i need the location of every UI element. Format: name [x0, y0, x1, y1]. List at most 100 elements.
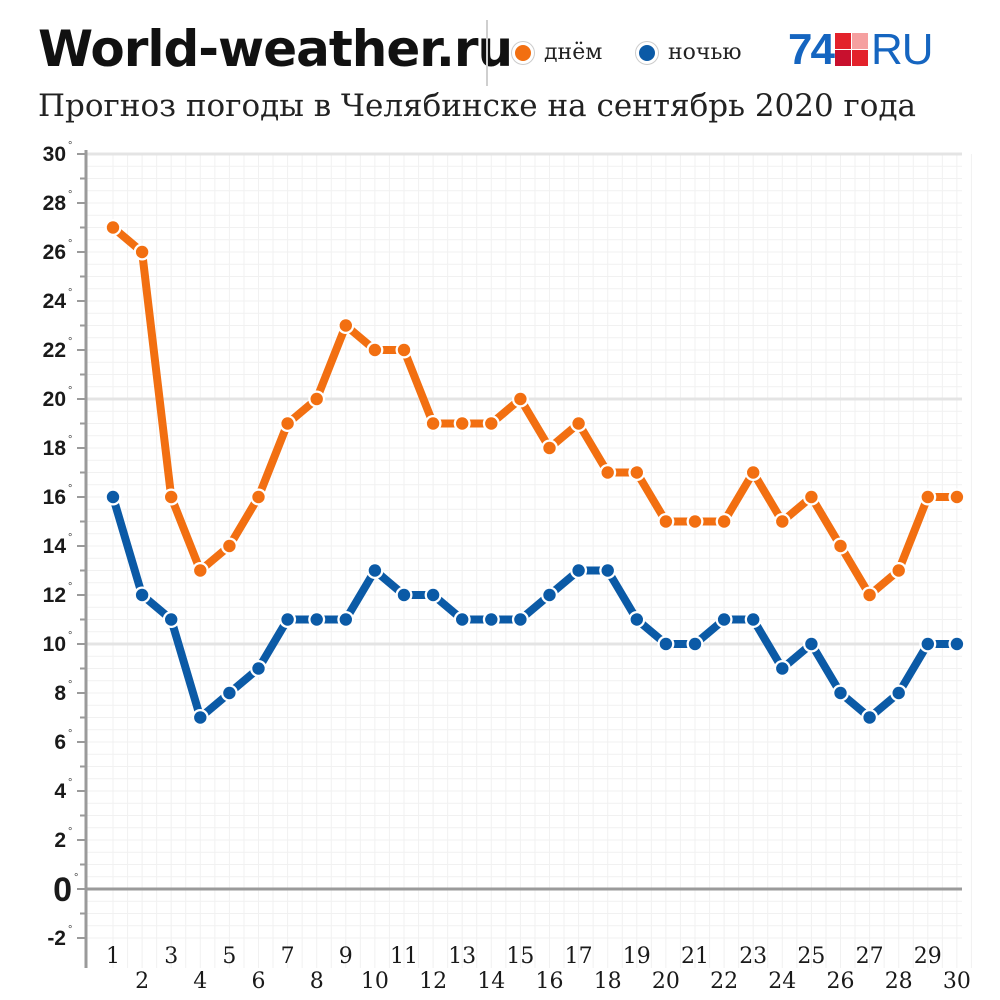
data-point-night [543, 588, 556, 602]
y-tick-label: 8 [54, 682, 66, 705]
data-point-night [601, 564, 614, 577]
data-point-night [397, 588, 411, 602]
y-tick-unit: ° [68, 238, 72, 250]
x-tick-label: 1 [106, 944, 120, 969]
series-points [104, 219, 966, 726]
data-point-night [106, 490, 120, 504]
data-point-night [281, 613, 294, 626]
x-tick-labels: 1234567891011121314151617181920212223242… [106, 944, 971, 994]
y-tick-label: 10 [43, 633, 66, 656]
y-tick-label: 2 [54, 829, 66, 852]
data-point-night [630, 613, 643, 626]
data-point-night [805, 637, 818, 651]
data-point-day [456, 417, 469, 430]
data-point-day [310, 392, 323, 406]
data-point-day [368, 343, 382, 357]
x-tick-label: 27 [856, 944, 884, 969]
data-point-night [456, 613, 469, 626]
data-point-night [165, 613, 178, 626]
x-tick-label: 9 [339, 944, 353, 969]
x-tick-label: 20 [652, 969, 680, 994]
x-tick-label: 17 [565, 944, 593, 969]
y-tick-unit: ° [68, 483, 72, 495]
header-divider [486, 20, 488, 86]
data-point-night [572, 564, 585, 577]
data-point-night [426, 588, 440, 602]
logo-suffix: RU [870, 25, 934, 74]
y-tick-unit: ° [68, 630, 72, 642]
data-point-night [223, 686, 236, 700]
data-point-day [892, 564, 905, 577]
data-point-day [601, 466, 614, 479]
data-point-night [747, 613, 760, 626]
axes [77, 150, 962, 968]
data-point-night [892, 686, 905, 700]
data-point-night [834, 686, 847, 700]
chart-subtitle: Прогноз погоды в Челябинске на сентябрь … [38, 88, 917, 124]
data-point-day [950, 490, 964, 504]
y-tick-label: 26 [43, 241, 66, 264]
data-point-night [485, 613, 498, 626]
data-point-night [135, 588, 149, 602]
site-title: World-weather.ru [38, 20, 513, 78]
x-tick-label: 30 [943, 969, 971, 994]
data-point-day [281, 417, 294, 430]
y-tick-unit: ° [68, 532, 72, 544]
y-tick-unit: ° [68, 826, 72, 838]
y-tick-label: 4 [54, 780, 66, 803]
data-point-night [717, 613, 731, 626]
y-tick-unit: ° [68, 336, 72, 348]
grid-minor [86, 153, 972, 968]
y-tick-label: 16 [43, 486, 66, 509]
y-tick-label: 6 [54, 731, 66, 754]
y-tick-labels: 30 °28 °26 °24 °22 °20 °18 °16 °14 °12 °10 °8 °6 °4 °2… [43, 140, 79, 950]
data-point-night [776, 662, 789, 675]
data-point-night [688, 637, 702, 651]
data-point-day [223, 539, 236, 553]
y-tick-label: 20 [43, 388, 66, 411]
data-point-day [194, 564, 207, 577]
data-point-night [339, 613, 352, 626]
x-tick-label: 11 [390, 944, 418, 969]
data-point-day [805, 490, 818, 504]
legend-day-label: днём [544, 40, 603, 65]
y-tick-unit: ° [68, 189, 72, 201]
legend-night-label: ночью [668, 40, 742, 65]
y-tick-unit: ° [74, 872, 78, 884]
y-tick-label: 0 [53, 871, 72, 909]
data-point-day [106, 221, 120, 234]
x-tick-label: 15 [506, 944, 534, 969]
x-tick-label: 24 [768, 969, 796, 994]
x-tick-label: 4 [193, 969, 207, 994]
data-point-day [543, 441, 556, 455]
data-point-night [921, 637, 934, 651]
data-point-day [717, 515, 731, 528]
y-tick-unit: ° [68, 581, 72, 593]
data-point-day [688, 515, 702, 528]
x-tick-label: 5 [222, 944, 236, 969]
data-point-night [659, 637, 673, 651]
data-point-day [572, 417, 585, 430]
x-tick-label: 14 [477, 969, 505, 994]
legend-night: ночью [636, 40, 742, 65]
x-tick-label: 26 [827, 969, 855, 994]
x-tick-label: 3 [164, 944, 178, 969]
y-tick-unit: ° [68, 140, 72, 152]
series-line-day [109, 223, 961, 599]
x-tick-label: 12 [419, 969, 447, 994]
y-tick-unit: ° [68, 924, 72, 936]
x-tick-label: 10 [361, 969, 389, 994]
x-tick-label: 23 [739, 944, 767, 969]
data-point-day [514, 392, 527, 406]
y-tick-unit: ° [68, 434, 72, 446]
y-tick-unit: ° [68, 287, 72, 299]
data-point-day [630, 466, 643, 479]
data-point-night [863, 711, 876, 724]
x-tick-label: 2 [135, 969, 149, 994]
logo-squares-icon [834, 33, 869, 67]
x-tick-label: 18 [594, 969, 622, 994]
x-tick-label: 28 [885, 969, 913, 994]
data-point-day [135, 245, 149, 259]
y-tick-label: 30 [43, 143, 66, 166]
data-point-day [659, 515, 673, 528]
